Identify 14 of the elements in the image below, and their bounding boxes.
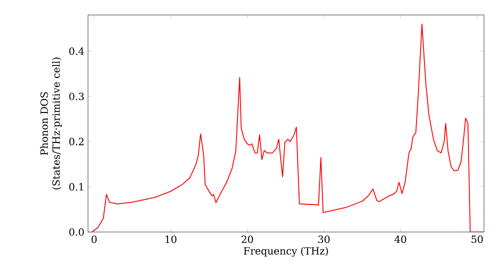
x-tick-label: 30 [318, 236, 330, 244]
x-tick-label: 10 [166, 236, 176, 244]
y-tick-label: 0.0 [69, 228, 84, 236]
y-axis-title: Phonon DOS (States/THz·primitive cell) [40, 58, 62, 190]
y-tick-label: 0.2 [69, 138, 84, 146]
x-tick-label: 40 [394, 236, 406, 244]
y-tick-label: 0.3 [69, 92, 84, 100]
line-series [91, 24, 484, 232]
x-tick-label: 20 [242, 236, 254, 244]
y-tick-label: 0.4 [69, 47, 84, 55]
x-tick-label: 50 [472, 236, 483, 244]
y-tick-label: 0.1 [69, 183, 84, 191]
x-axis-title: Frequency (THz) [244, 246, 328, 257]
x-tick-label: 0 [92, 236, 97, 244]
